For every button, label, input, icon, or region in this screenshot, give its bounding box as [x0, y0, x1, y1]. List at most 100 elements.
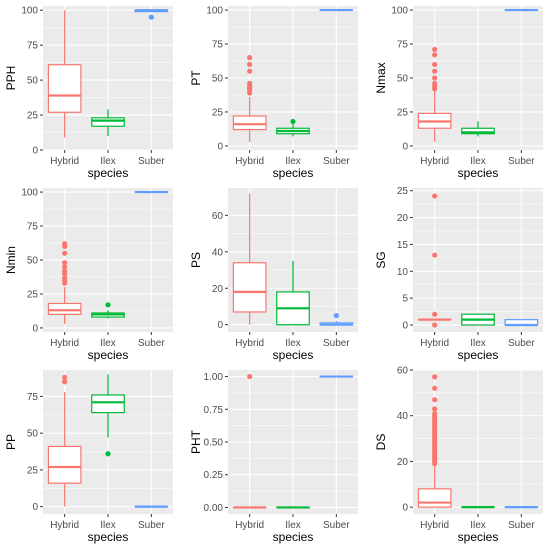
x-tick-label-suber: Suber	[323, 156, 350, 167]
outlier-point	[432, 193, 437, 198]
box-body	[48, 446, 81, 483]
y-axis-title: Nmin	[4, 246, 18, 274]
y-axis-title: PP	[4, 434, 18, 450]
y-tick-label: 50	[27, 76, 39, 87]
y-tick-label: 0	[32, 146, 38, 157]
x-tick-label-hybrid: Hybrid	[50, 520, 79, 531]
x-axis-title: species	[88, 166, 129, 180]
x-tick-label-hybrid: Hybrid	[50, 156, 79, 167]
box-body	[92, 395, 125, 413]
outlier-point	[62, 251, 67, 256]
y-axis-title: PS	[189, 252, 203, 268]
y-tick-label: 5	[402, 294, 408, 305]
y-axis-title: PT	[189, 70, 203, 86]
outlier-point	[247, 374, 252, 379]
outlier-point	[432, 411, 437, 416]
y-tick-label: 10	[397, 267, 409, 278]
y-tick-label: 100	[21, 188, 38, 199]
outlier-point	[432, 62, 437, 67]
y-axis-title: SG	[374, 251, 388, 268]
y-tick-label: 25	[27, 111, 39, 122]
box-body	[418, 489, 451, 507]
outlier-point	[432, 253, 437, 258]
y-tick-label: 25	[397, 186, 409, 197]
x-tick-label-hybrid: Hybrid	[235, 520, 264, 531]
outlier-point	[432, 406, 437, 411]
x-axis-title: species	[88, 348, 129, 362]
y-tick-label: 20	[397, 213, 409, 224]
x-tick-label-suber: Suber	[323, 520, 350, 531]
y-tick-label: 25	[212, 107, 224, 118]
x-tick-label-suber: Suber	[508, 520, 535, 531]
x-tick-label-suber: Suber	[138, 520, 165, 531]
y-tick-label: 1.00	[204, 372, 224, 383]
y-tick-label: 60	[212, 211, 224, 222]
outlier-point	[432, 69, 437, 74]
outlier-point	[105, 451, 110, 456]
y-axis-title: PHT	[189, 429, 203, 454]
x-tick-label-suber: Suber	[508, 156, 535, 167]
y-tick-label: 75	[27, 41, 39, 52]
x-axis-title: species	[273, 348, 314, 362]
y-tick-label: 75	[212, 40, 224, 51]
outlier-point	[290, 119, 295, 124]
x-tick-label-suber: Suber	[138, 156, 165, 167]
y-tick-label: 0	[402, 141, 408, 152]
y-tick-label: 0	[217, 141, 223, 152]
outlier-point	[334, 313, 339, 318]
x-axis-title: species	[458, 166, 499, 180]
y-tick-label: 0	[402, 503, 408, 514]
box-body	[48, 65, 81, 113]
outlier-point	[432, 374, 437, 379]
y-tick-label: 60	[397, 366, 409, 377]
y-tick-label: 25	[27, 289, 39, 300]
x-tick-label-suber: Suber	[323, 338, 350, 349]
y-tick-label: 0	[402, 321, 408, 332]
outlier-point	[62, 241, 67, 246]
y-tick-label: 0.00	[204, 503, 224, 514]
y-tick-label: 40	[397, 411, 409, 422]
box-body	[233, 263, 266, 312]
outlier-point	[247, 81, 252, 86]
y-tick-label: 100	[206, 6, 223, 17]
outlier-point	[247, 62, 252, 67]
x-tick-label-hybrid: Hybrid	[235, 338, 264, 349]
y-axis-title: DS	[374, 434, 388, 451]
y-tick-label: 75	[27, 392, 39, 403]
y-tick-label: 40	[212, 247, 224, 258]
box-body	[92, 118, 125, 126]
y-tick-label: 0	[217, 320, 223, 331]
y-tick-label: 50	[27, 429, 39, 440]
x-tick-label-hybrid: Hybrid	[420, 338, 449, 349]
y-tick-label: 20	[397, 457, 409, 468]
x-tick-label-hybrid: Hybrid	[420, 156, 449, 167]
outlier-point	[432, 322, 437, 327]
outlier-point	[247, 69, 252, 74]
y-tick-label: 0.50	[204, 438, 224, 449]
outlier-point	[432, 386, 437, 391]
outlier-point	[105, 302, 110, 307]
outlier-point	[62, 375, 67, 380]
x-axis-title: species	[273, 166, 314, 180]
x-axis-title: species	[458, 348, 499, 362]
box-suber	[505, 320, 538, 325]
box-body	[233, 116, 266, 130]
y-tick-label: 75	[27, 222, 39, 233]
x-tick-label-hybrid: Hybrid	[50, 338, 79, 349]
y-tick-label: 50	[27, 256, 39, 267]
x-axis-title: species	[273, 530, 314, 544]
outlier-point	[62, 260, 67, 265]
y-tick-label: 15	[397, 240, 409, 251]
y-tick-label: 0	[32, 502, 38, 513]
y-tick-label: 50	[397, 74, 409, 85]
outlier-point	[432, 81, 437, 86]
y-tick-label: 25	[397, 107, 409, 118]
